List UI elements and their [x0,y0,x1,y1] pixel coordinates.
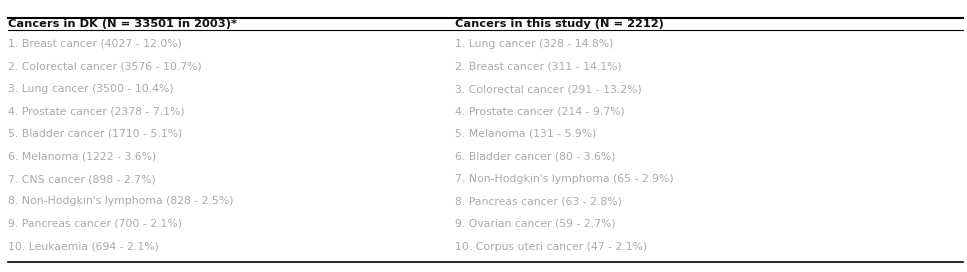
Text: 3. Colorectal cancer (291 - 13.2%): 3. Colorectal cancer (291 - 13.2%) [455,84,642,94]
Text: Cancers in DK (N = 33501 in 2003)*: Cancers in DK (N = 33501 in 2003)* [8,19,237,29]
Text: 2. Colorectal cancer (3576 - 10.7%): 2. Colorectal cancer (3576 - 10.7%) [8,61,202,72]
Text: 9. Ovarian cancer (59 - 2.7%): 9. Ovarian cancer (59 - 2.7%) [455,219,616,229]
Text: 5. Bladder cancer (1710 - 5.1%): 5. Bladder cancer (1710 - 5.1%) [8,129,182,139]
Text: Cancers in this study (N = 2212): Cancers in this study (N = 2212) [455,19,664,29]
Text: 7. CNS cancer (898 - 2.7%): 7. CNS cancer (898 - 2.7%) [8,174,156,184]
Text: 6. Bladder cancer (80 - 3.6%): 6. Bladder cancer (80 - 3.6%) [455,152,616,162]
Text: 8. Non-Hodgkin's lymphoma (828 - 2.5%): 8. Non-Hodgkin's lymphoma (828 - 2.5%) [8,196,233,206]
Text: 9. Pancreas cancer (700 - 2.1%): 9. Pancreas cancer (700 - 2.1%) [8,219,182,229]
Text: 10. Corpus uteri cancer (47 - 2.1%): 10. Corpus uteri cancer (47 - 2.1%) [455,242,647,252]
Text: 6. Melanoma (1222 - 3.6%): 6. Melanoma (1222 - 3.6%) [8,152,157,162]
Text: 4. Prostate cancer (2378 - 7.1%): 4. Prostate cancer (2378 - 7.1%) [8,107,185,116]
Text: 2. Breast cancer (311 - 14.1%): 2. Breast cancer (311 - 14.1%) [455,61,622,72]
Text: 3. Lung cancer (3500 - 10.4%): 3. Lung cancer (3500 - 10.4%) [8,84,174,94]
Text: 1. Breast cancer (4027 - 12.0%): 1. Breast cancer (4027 - 12.0%) [8,39,182,49]
Text: 1. Lung cancer (328 - 14.8%): 1. Lung cancer (328 - 14.8%) [455,39,613,49]
Text: 7. Non-Hodgkin's lymphoma (65 - 2.9%): 7. Non-Hodgkin's lymphoma (65 - 2.9%) [455,174,674,184]
Text: 8. Pancreas cancer (63 - 2.8%): 8. Pancreas cancer (63 - 2.8%) [455,196,622,206]
Text: 4. Prostate cancer (214 - 9.7%): 4. Prostate cancer (214 - 9.7%) [455,107,625,116]
Text: 5. Melanoma (131 - 5.9%): 5. Melanoma (131 - 5.9%) [455,129,597,139]
Text: 10. Leukaemia (694 - 2.1%): 10. Leukaemia (694 - 2.1%) [8,242,159,252]
